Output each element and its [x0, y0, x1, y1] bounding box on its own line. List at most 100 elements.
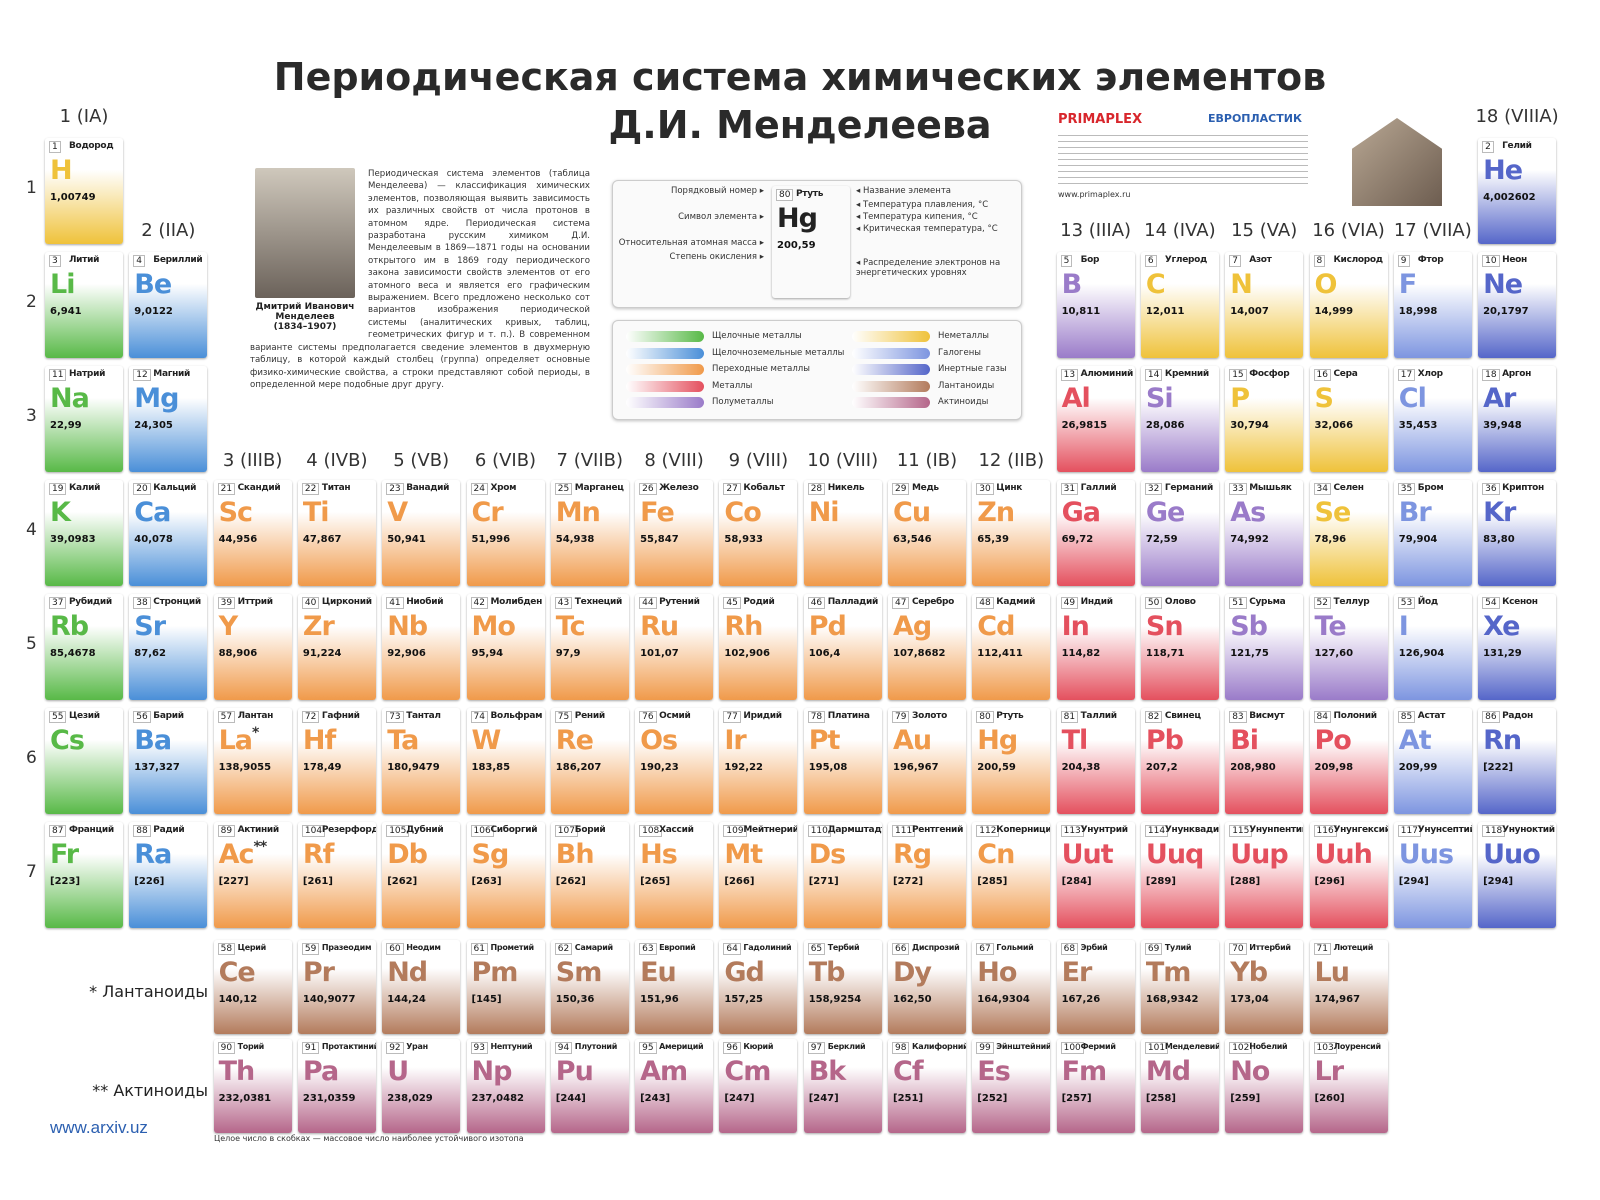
atomic-number: 99 — [976, 1042, 994, 1054]
atomic-number: 50 — [1144, 597, 1163, 609]
element-symbol: Uup — [1230, 839, 1288, 870]
key-label: Температура кипения, °C — [856, 212, 978, 222]
element-cell: 67 Гольмий Ho 164,9304 — [972, 940, 1051, 1034]
atomic-mass: 69,72 — [1061, 534, 1094, 545]
element-symbol: Ta — [387, 725, 419, 756]
element-name: Дубний — [406, 825, 444, 835]
element-cell: 59 Празеодим Pr 140,9077 — [297, 940, 376, 1034]
atomic-mass: [243] — [640, 1093, 671, 1104]
atomic-number: 56 — [133, 711, 151, 723]
atomic-number: 95 — [639, 1042, 657, 1054]
element-cell: 19 Калий K 39,0983 — [45, 480, 123, 586]
element-name: Мейтнерий — [743, 825, 798, 835]
atomic-number: 26 — [639, 483, 657, 495]
element-symbol: In — [1061, 611, 1090, 642]
element-cell: 7 Азот N 14,007 — [1225, 252, 1304, 358]
atomic-mass: 173,04 — [1230, 994, 1269, 1005]
atomic-mass: 157,25 — [724, 994, 763, 1005]
title-line1: Периодическая система химических элемент… — [273, 55, 1327, 99]
element-name: Лютеций — [1333, 943, 1374, 952]
atomic-mass: 164,9304 — [977, 994, 1030, 1005]
atomic-number: 17 — [1397, 369, 1416, 381]
element-cell: 29 Медь Cu 63,546 — [888, 480, 966, 586]
atomic-mass: 51,996 — [471, 534, 511, 545]
element-cell: 3 Литий Li 6,941 — [45, 252, 123, 358]
element-name: Церий — [237, 943, 267, 952]
element-cell: 74 Вольфрам W 183,85 — [466, 708, 545, 814]
atomic-mass: [227] — [218, 876, 249, 887]
atomic-number: 92 — [386, 1042, 404, 1054]
element-symbol: Pt — [808, 725, 841, 756]
atomic-mass: [257] — [1061, 1093, 1092, 1104]
element-cell: 97 Берклий Bk [247] — [803, 1039, 882, 1133]
atomic-number: 98 — [892, 1042, 910, 1054]
atomic-mass: 208,980 — [1230, 762, 1276, 773]
element-cell: 96 Кюрий Cm [247] — [719, 1039, 798, 1133]
element-cell: 101 Менделевий Md [258] — [1140, 1039, 1219, 1133]
element-name: Криптон — [1502, 483, 1544, 493]
element-name: Борий — [574, 825, 606, 835]
atomic-mass: 10,811 — [1061, 306, 1101, 317]
element-cell: 36 Криптон Kr 83,80 — [1478, 480, 1557, 586]
element-cell: 80 Ртуть Hg 200,59 — [772, 186, 850, 298]
atomic-mass: 91,224 — [302, 648, 342, 659]
element-symbol: Hf — [302, 725, 336, 756]
element-cell: 8 Кислород O 14,999 — [1309, 252, 1388, 358]
atomic-mass: 200,59 — [777, 240, 816, 251]
element-symbol: Co — [724, 497, 761, 528]
atomic-mass: 137,327 — [134, 762, 180, 773]
atomic-mass: [244] — [555, 1093, 586, 1104]
legend-label: Лантаноиды — [938, 380, 995, 391]
element-cell: 26 Железо Fe 55,847 — [635, 480, 714, 586]
element-symbol: Rh — [724, 611, 763, 642]
atomic-mass: [263] — [471, 876, 502, 887]
atomic-mass: 121,75 — [1230, 648, 1269, 659]
key-label: Степень окисления — [604, 252, 764, 262]
element-name: Коперниций — [996, 825, 1051, 835]
element-name: Цинк — [996, 483, 1023, 493]
element-symbol: Nd — [387, 957, 428, 988]
atomic-number: 94 — [554, 1042, 573, 1054]
atomic-number: 89 — [217, 825, 236, 837]
atomic-number: 64 — [723, 943, 741, 955]
element-name: Молибден — [490, 597, 543, 607]
element-name: Мышьяк — [1249, 483, 1292, 493]
element-symbol: Cl — [1398, 383, 1427, 414]
element-symbol: O — [1314, 269, 1338, 300]
element-name: Гафний — [321, 711, 360, 721]
atomic-mass: 20,1797 — [1483, 306, 1529, 317]
key-label: Порядковый номер — [604, 186, 764, 196]
atomic-mass: 140,12 — [218, 994, 258, 1005]
atomic-number: 21 — [217, 483, 236, 495]
element-name: Хассий — [659, 825, 694, 835]
element-symbol: K — [50, 497, 71, 528]
element-symbol: Fm — [1061, 1056, 1108, 1087]
element-name: Палладий — [827, 597, 879, 607]
element-name: Неодим — [406, 943, 441, 952]
element-name: Тулий — [1164, 943, 1192, 952]
element-name: Железо — [659, 483, 699, 493]
element-symbol: Ge — [1145, 497, 1185, 528]
atomic-mass: [260] — [1314, 1093, 1345, 1104]
period-label: 5 — [26, 634, 37, 654]
element-name: Диспрозий — [912, 943, 960, 952]
atomic-number: 80 — [976, 711, 994, 723]
element-symbol: Ir — [724, 725, 746, 756]
atomic-number: 32 — [1144, 483, 1163, 495]
element-cell: 1 Водород H 1,00749 — [45, 138, 123, 244]
element-name: Углерод — [1164, 255, 1208, 265]
element-name: Унуноктий — [1502, 825, 1555, 835]
element-name: Тербий — [827, 943, 860, 952]
element-symbol: Cu — [893, 497, 931, 528]
element-symbol: Yb — [1230, 957, 1268, 988]
element-name: Унунсептий — [1417, 825, 1472, 835]
element-name: Галлий — [1080, 483, 1117, 493]
atomic-number: 101 — [1144, 1042, 1169, 1054]
group-label: 15 (VA) — [1231, 220, 1298, 241]
atomic-number: 118 — [1482, 825, 1506, 837]
atomic-mass: 138,9055 — [218, 762, 272, 773]
element-symbol: Pu — [555, 1056, 594, 1087]
element-cell: 43 Технеций Tc 97,9 — [550, 594, 629, 700]
element-cell: 21 Скандий Sc 44,956 — [213, 480, 292, 586]
element-symbol: Se — [1314, 497, 1352, 528]
